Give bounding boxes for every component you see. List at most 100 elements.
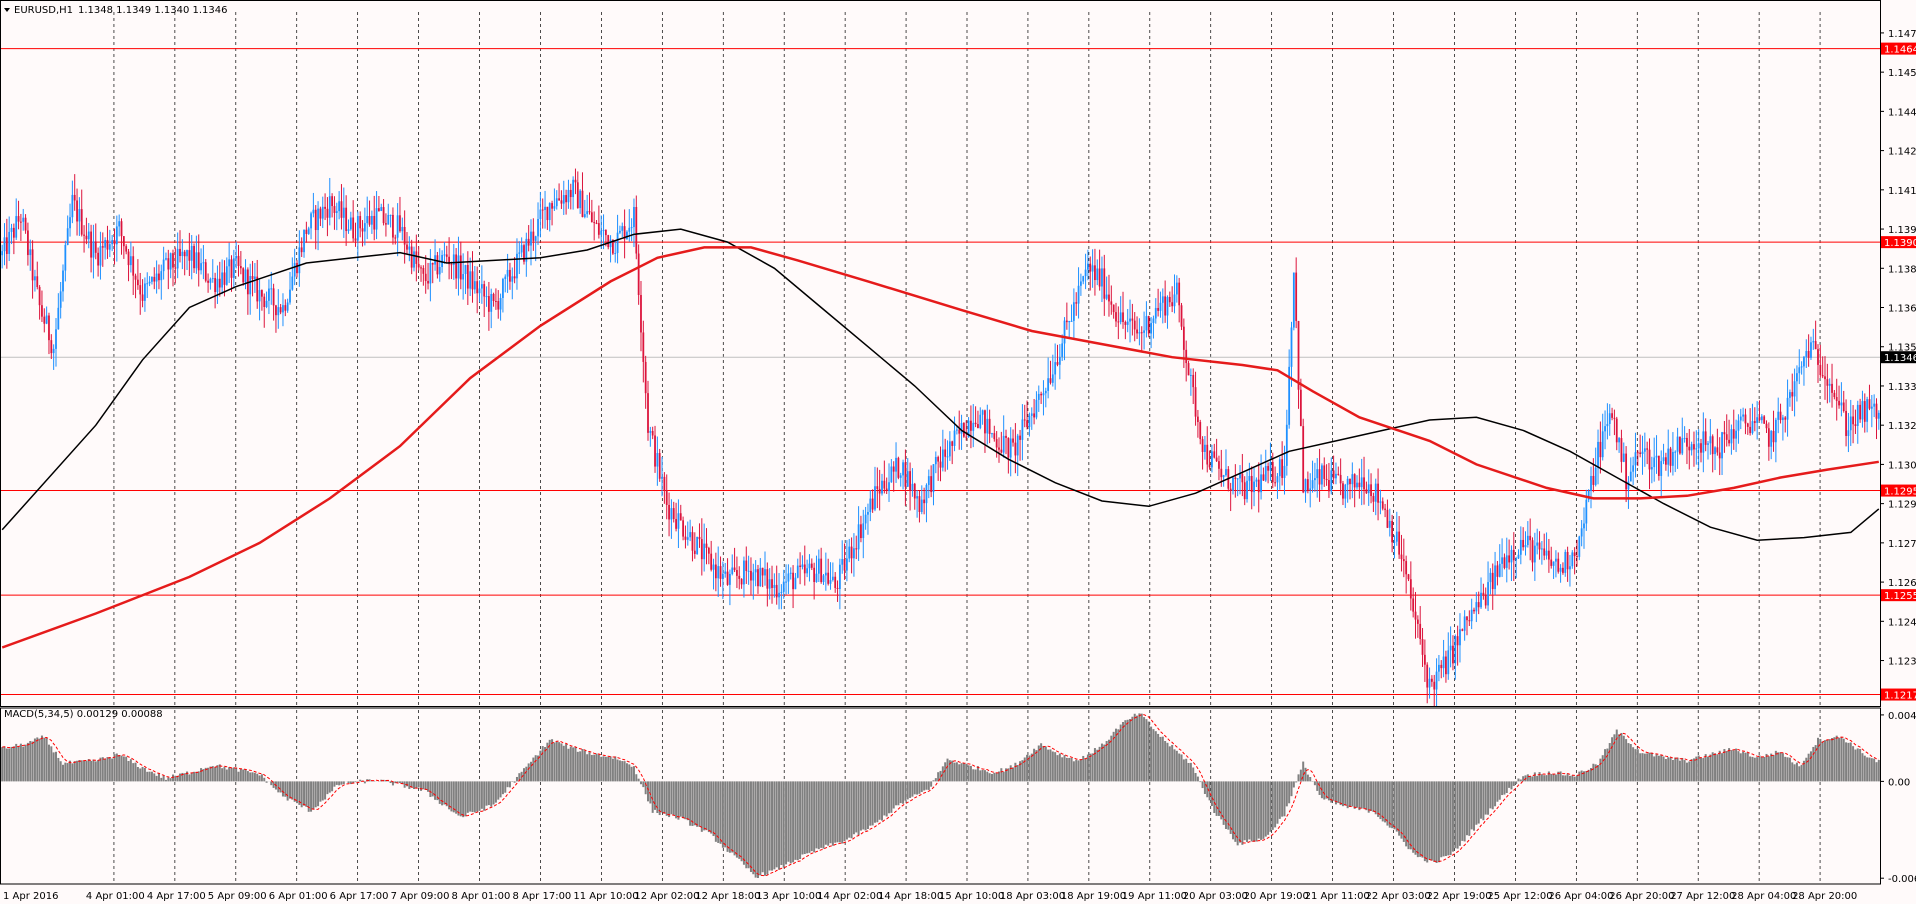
candle-body [1264,466,1267,481]
candle-body [518,252,521,254]
candle-body [525,238,528,262]
candle-body [148,281,151,284]
candle-body [239,266,242,269]
candle-body [1868,399,1871,409]
y-tick-label: 1.1410 [1888,186,1916,197]
candle-body [813,567,816,583]
dropdown-triangle-icon[interactable] [4,8,10,12]
candle-body [1503,557,1506,568]
y-tick-label: 1.1455 [1888,68,1916,79]
candle-body [621,226,624,231]
candle-body [1332,470,1335,479]
candle-body [394,237,397,239]
candle-body [1445,656,1447,675]
x-tick-label: 8 Apr 01:00 [452,891,511,902]
candle-body [572,179,575,198]
candle-body [1681,438,1684,454]
candle-body [34,276,36,281]
candle-body [890,466,893,483]
candle-body [195,252,198,269]
candle-body [1147,316,1150,334]
candle-body [1030,413,1033,416]
candle-body [710,553,713,570]
candle-body [169,253,172,270]
candle-body [661,476,663,479]
macd-y-tick-label: 0.00447 [1888,711,1916,722]
candle-body [1122,312,1124,322]
candle-body [1803,356,1805,367]
candle-body [1112,304,1115,313]
candle-body [1353,474,1356,488]
candle-body [396,215,399,238]
candle-body [92,241,95,258]
candle-body [1054,362,1057,375]
candle-body [614,252,617,254]
candle-body [1239,473,1241,479]
candle-body [188,250,191,261]
candle-body [312,209,315,214]
candle-body [740,578,743,585]
candle-body [682,520,685,537]
candle-body [913,483,916,499]
candle-body [558,198,560,201]
candle-body [15,216,18,238]
candle-body [303,229,305,253]
candle-body [878,488,881,494]
candle-body [700,539,703,560]
candle-body [232,258,235,278]
candle-body [261,290,263,297]
candle-body [1009,438,1012,458]
candle-body [1653,457,1656,468]
candle-body [986,418,989,434]
candle-body [750,570,752,581]
candle-body [106,239,109,250]
candle-body [981,410,984,415]
candle-body [190,246,193,261]
candle-body [1091,265,1094,272]
x-tick-label: 21 Apr 11:00 [1305,891,1370,902]
candle-body [408,246,411,250]
candle-body [214,278,217,293]
y-tick-label: 1.1245 [1888,617,1916,628]
candle-body [1636,452,1639,454]
candle-body [1608,413,1611,424]
candle-body [513,276,516,279]
x-tick-label: 8 Apr 17:00 [512,891,571,902]
candle-body [724,571,727,574]
candle-body [651,430,654,436]
candle-body [1447,650,1450,675]
x-tick-label: 5 Apr 09:00 [208,891,267,902]
candle-body [696,536,699,554]
candle-body [1452,645,1454,664]
candle-body [560,200,563,204]
candle-body [1835,397,1838,401]
candle-body [885,488,888,492]
candle-body [1547,550,1550,560]
candle-body [73,194,76,201]
candle-body [1012,438,1014,443]
candle-body [630,227,633,229]
candle-body [399,215,401,232]
candle-body [780,591,783,593]
candle-body [209,278,212,283]
candle-body [1585,499,1588,524]
candle-body [1269,462,1272,471]
candle-body [151,276,153,282]
candle-body [1590,475,1592,491]
y-tick-label: 1.1380 [1888,264,1916,275]
candle-body [139,285,142,295]
candle-body [459,255,462,280]
candle-body [328,196,331,218]
candle-body [955,429,958,431]
candle-body [134,275,137,280]
candle-body [733,567,736,571]
candle-body [275,305,277,316]
candle-body [1077,285,1080,304]
candle-body [1599,441,1602,458]
candle-body [1524,545,1527,548]
candle-body [1863,401,1866,422]
macd-indicator-label: MACD(5,34,5) 0.00129 0.00088 [4,709,163,720]
candle-body [1821,375,1824,377]
